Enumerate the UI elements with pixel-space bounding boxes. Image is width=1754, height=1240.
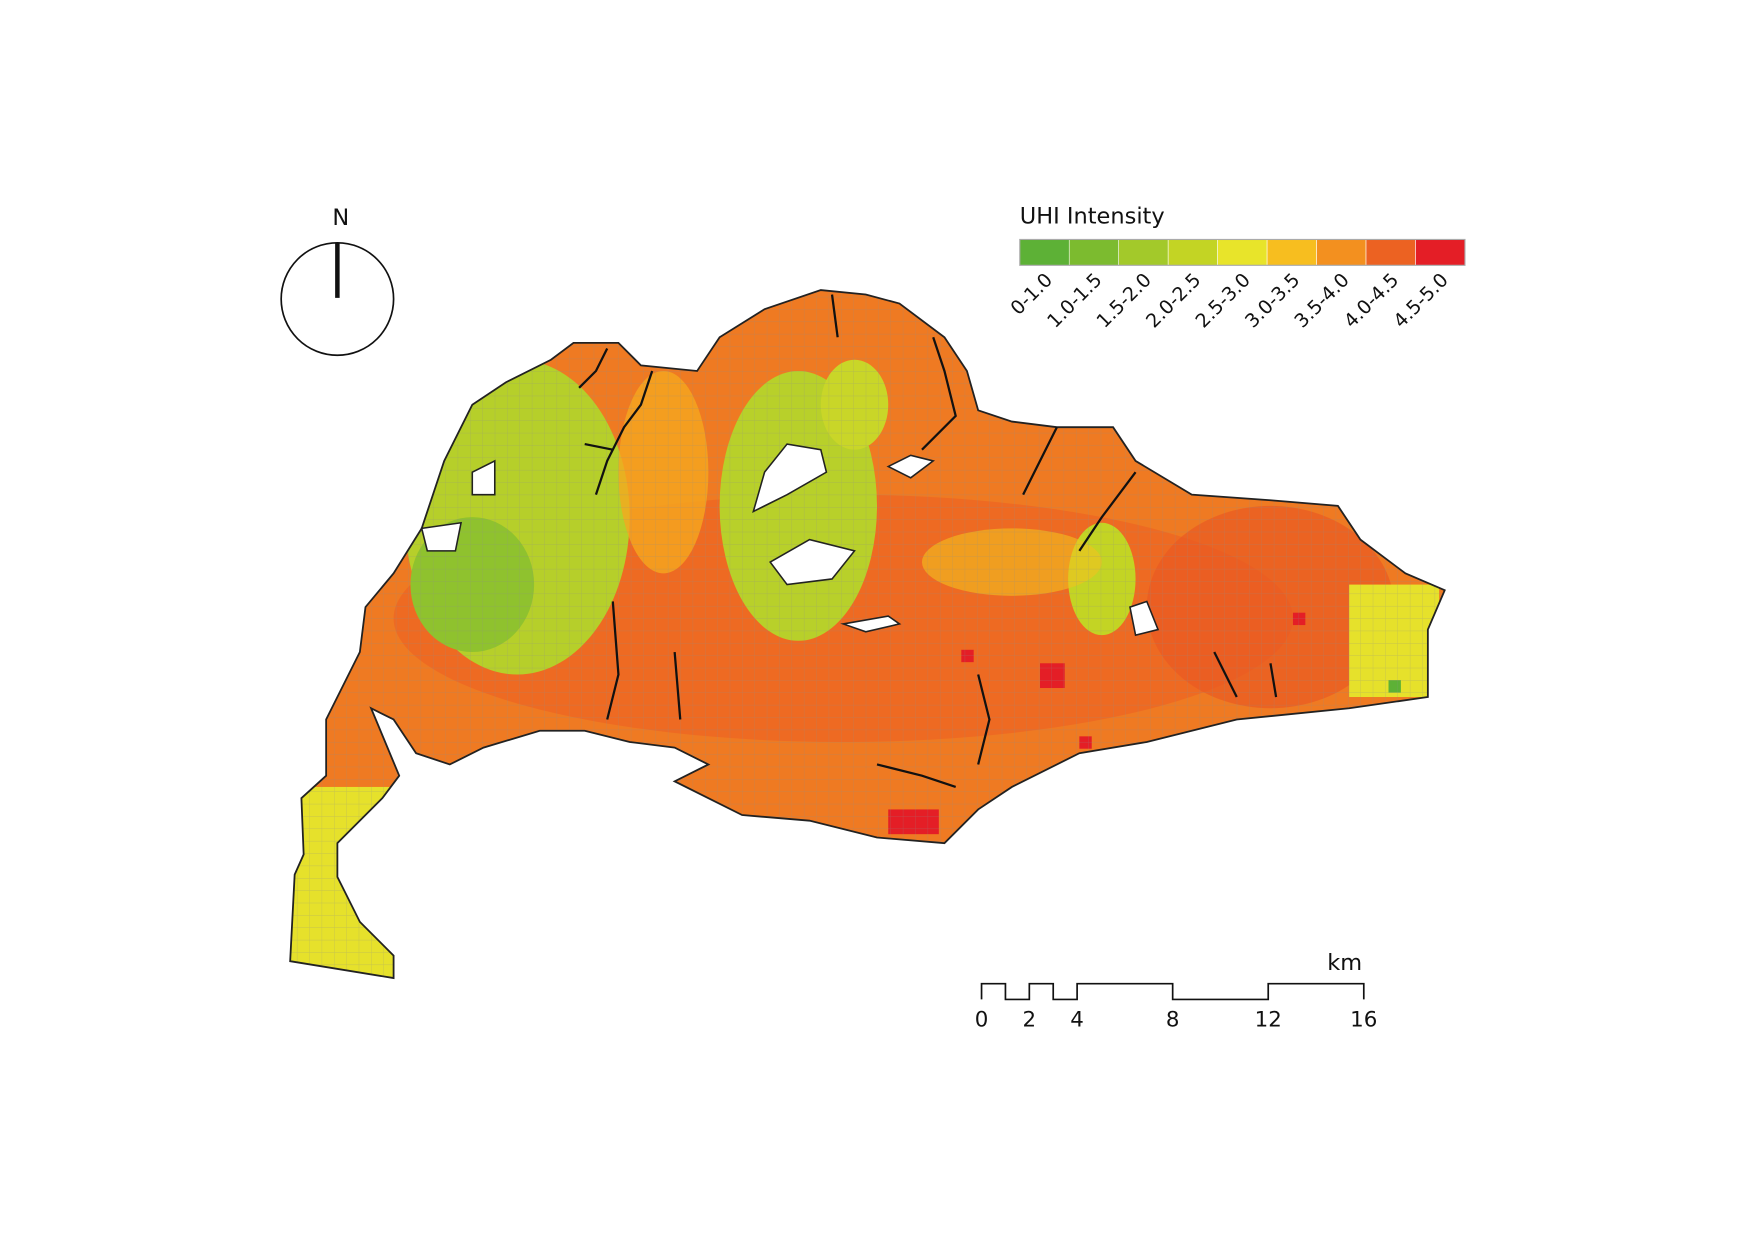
legend-label: 2.5-3.0 bbox=[1191, 268, 1255, 332]
legend-label: 1.5-2.0 bbox=[1092, 268, 1156, 332]
scale-line bbox=[980, 982, 1365, 1001]
scale-tick-label: 16 bbox=[1350, 1007, 1377, 1032]
legend-swatch bbox=[1167, 239, 1218, 266]
legend-swatch bbox=[1068, 239, 1119, 266]
legend-swatch bbox=[1019, 239, 1070, 266]
legend-label: 4.5-5.0 bbox=[1389, 268, 1453, 332]
scale-tick-label: 12 bbox=[1255, 1007, 1282, 1032]
legend-swatch bbox=[1316, 239, 1367, 266]
heat-map bbox=[289, 289, 1446, 980]
legend-label: 4.0-4.5 bbox=[1339, 268, 1403, 332]
scale-bar: km 0 2 4 8 12 16 bbox=[975, 950, 1378, 1032]
scale-tick-label: 0 bbox=[975, 1007, 989, 1032]
legend-swatch bbox=[1266, 239, 1317, 266]
legend-label: 2.0-2.5 bbox=[1141, 268, 1205, 332]
legend-label: 3.0-3.5 bbox=[1240, 268, 1304, 332]
legend-label: 3.5-4.0 bbox=[1290, 268, 1354, 332]
legend-swatch bbox=[1118, 239, 1169, 266]
north-label: N bbox=[332, 205, 349, 231]
legend-swatch bbox=[1217, 239, 1268, 266]
scale-tick-label: 2 bbox=[1023, 1007, 1037, 1032]
north-arrow: N bbox=[280, 205, 395, 357]
legend-swatch bbox=[1415, 239, 1466, 266]
scale-unit: km bbox=[1327, 950, 1362, 976]
scale-tick-label: 8 bbox=[1166, 1007, 1180, 1032]
legend-title: UHI Intensity bbox=[1020, 204, 1165, 230]
legend-label: 1.0-1.5 bbox=[1042, 268, 1106, 332]
legend-frame bbox=[1019, 238, 1466, 266]
scale-tick-label: 4 bbox=[1070, 1007, 1084, 1032]
legend-swatch bbox=[1365, 239, 1416, 266]
legend: UHI Intensity 0-1.01.0-1.51.5-2.02.0-2.5… bbox=[1006, 204, 1466, 332]
